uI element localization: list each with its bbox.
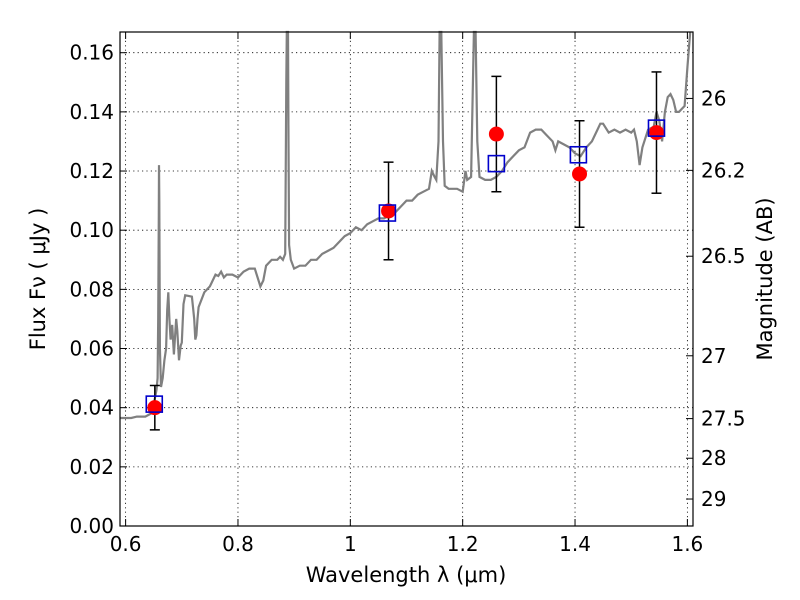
observed-point [572,166,588,182]
plot-frame [119,31,694,527]
x-tick-label: 1.2 [447,532,479,556]
synthetic-point [487,154,506,173]
plot-area [120,32,693,526]
right-tick-label: 28 [701,446,726,470]
x-tick-label: 0.6 [110,532,142,556]
y-tick-label: 0.08 [69,277,114,301]
y-tick-label: 0.12 [69,159,114,183]
observed-point [488,126,504,142]
right-tick-label: 26 [701,86,726,110]
right-axis-label: Magnitude (AB) [753,197,777,360]
y-tick-label: 0.14 [69,100,114,124]
right-tick-label: 27.5 [701,407,746,431]
y-tick-label: 0.16 [69,41,114,65]
synthetic-point [378,204,397,222]
synthetic-point [145,395,164,413]
right-tick-label: 29 [701,487,726,511]
right-tick-label: 26.2 [701,158,746,182]
x-axis-label: Wavelength λ (μm) [306,563,507,587]
y-tick-label: 0.06 [69,337,114,361]
x-tick-label: 1.6 [671,532,703,556]
x-tick-label: 1 [344,532,357,556]
right-tick-label: 26.5 [701,244,746,268]
x-tick-label: 0.8 [222,532,254,556]
y-tick-label: 0.04 [69,396,114,420]
axis-ticks: 0.6 0.8 1 1.2 1.4 1.6 0.00 0.02 0.04 0.06 0.08 0.10… [69,32,746,556]
synthetic-point [569,145,588,164]
y-tick-label: 0.10 [69,218,114,242]
synthetic-points [145,119,666,413]
y-tick-label: 0.00 [69,514,114,538]
observed-point [381,203,397,219]
right-tick-label: 27 [701,344,726,368]
y-axis-label: Flux Fν ( μJy ) [26,208,50,351]
x-tick-label: 1.4 [559,532,591,556]
model-spectrum-layer [120,30,692,420]
model-spectrum-line [120,30,692,420]
y-tick-label: 0.02 [69,455,114,479]
synthetic-point [647,119,666,137]
